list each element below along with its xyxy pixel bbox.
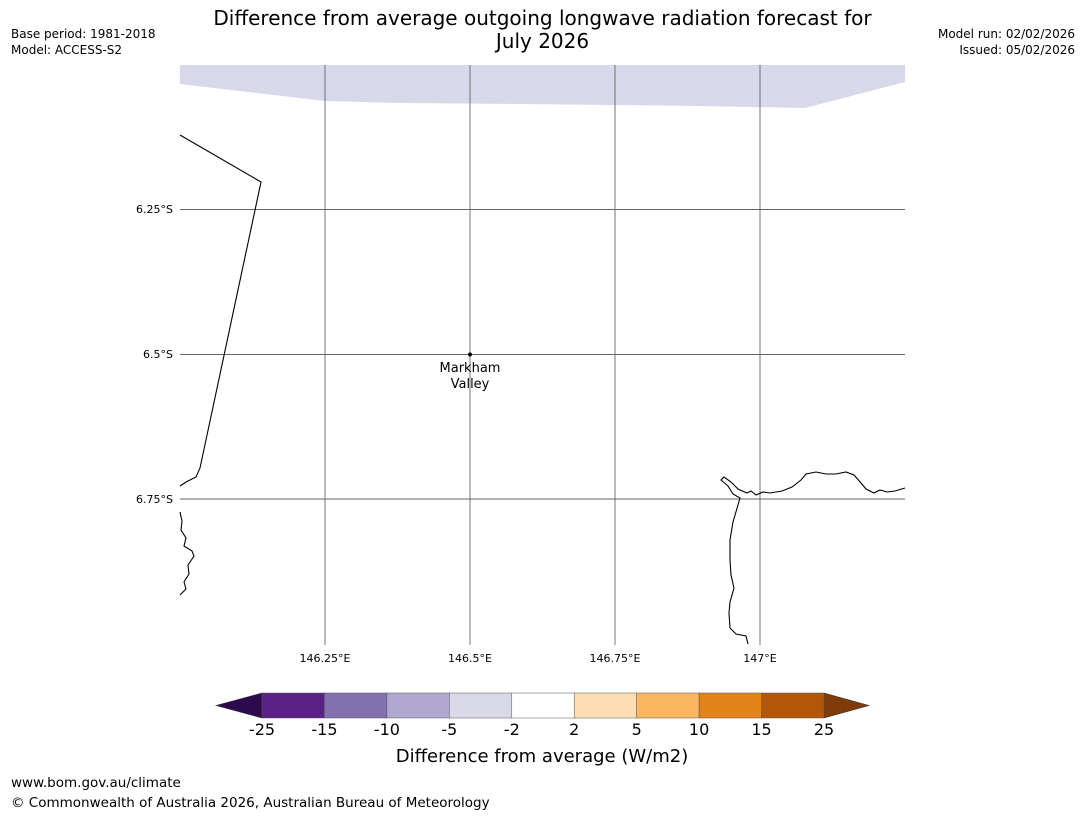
lat-tick-label: 6.25°S bbox=[136, 203, 173, 216]
colorbar-segment bbox=[511, 692, 575, 719]
colorbar-extend-high bbox=[823, 692, 871, 719]
anomaly-shaded-band bbox=[180, 65, 905, 108]
colorbar-tick-label: 5 bbox=[632, 720, 642, 739]
issued-text: Issued: 05/02/2026 bbox=[959, 43, 1075, 57]
map-title-line1: Difference from average outgoing longwav… bbox=[213, 6, 872, 30]
place-label-line1: Markham bbox=[440, 361, 501, 376]
metadata-right: Model run: 02/02/2026 Issued: 05/02/2026 bbox=[938, 26, 1075, 58]
lon-tick-label: 146.5°E bbox=[448, 652, 492, 665]
colorbar-segment bbox=[636, 692, 700, 719]
map-title-line2: July 2026 bbox=[495, 29, 590, 53]
colorbar-segment bbox=[261, 692, 325, 719]
model-run-text: Model run: 02/02/2026 bbox=[937, 27, 1075, 41]
place-marker bbox=[468, 352, 472, 357]
colorbar-tick-label: -10 bbox=[374, 720, 400, 739]
place-label-line2: Valley bbox=[451, 377, 490, 392]
colorbar-segment bbox=[698, 692, 762, 719]
colorbar-segment bbox=[449, 692, 513, 719]
metadata-left: Base period: 1981-2018 Model: ACCESS-S2 bbox=[11, 26, 156, 58]
colorbar-tick-label: 10 bbox=[689, 720, 709, 739]
model-text: Model: ACCESS-S2 bbox=[11, 43, 123, 57]
footer-url[interactable]: www.bom.gov.au/climate bbox=[11, 775, 181, 791]
base-period-text: Base period: 1981-2018 bbox=[11, 27, 156, 41]
colorbar-tick-label: 25 bbox=[814, 720, 834, 739]
colorbar-segment bbox=[386, 692, 450, 719]
border-line bbox=[179, 134, 262, 487]
colorbar: -25 -15 -10 -5 -2 2 5 10 15 25 Difference from av… bbox=[214, 692, 871, 767]
lon-tick-label: 147°E bbox=[743, 652, 776, 665]
map-title: Difference from average outgoing longwav… bbox=[180, 7, 905, 53]
coastline-west bbox=[179, 511, 195, 596]
lat-tick-label: 6.75°S bbox=[136, 493, 173, 506]
map-panel: Markham Valley 146.25°E 146.5°E 146.75°E… bbox=[136, 65, 906, 665]
colorbar-label: Difference from average (W/m2) bbox=[396, 746, 688, 767]
lon-tick-label: 146.75°E bbox=[590, 652, 641, 665]
footer-copyright: © Commonwealth of Australia 2026, Austra… bbox=[11, 795, 490, 811]
colorbar-extend-low bbox=[214, 692, 263, 719]
colorbar-segment bbox=[324, 692, 388, 719]
lon-tick-label: 146.25°E bbox=[300, 652, 351, 665]
coastline-east bbox=[720, 471, 906, 645]
map-background bbox=[180, 65, 905, 645]
coastlines bbox=[179, 134, 906, 645]
colorbar-segment bbox=[761, 692, 825, 719]
lat-tick-label: 6.5°S bbox=[143, 348, 173, 361]
colorbar-segments bbox=[261, 692, 825, 719]
colorbar-ticks: -25 -15 -10 -5 -2 2 5 10 15 25 bbox=[249, 720, 834, 739]
colorbar-segment bbox=[573, 692, 637, 719]
colorbar-tick-label: -15 bbox=[311, 720, 337, 739]
colorbar-tick-label: 15 bbox=[751, 720, 771, 739]
colorbar-tick-label: -2 bbox=[504, 720, 520, 739]
colorbar-tick-label: -25 bbox=[249, 720, 275, 739]
colorbar-tick-label: 2 bbox=[569, 720, 579, 739]
colorbar-tick-label: -5 bbox=[441, 720, 457, 739]
